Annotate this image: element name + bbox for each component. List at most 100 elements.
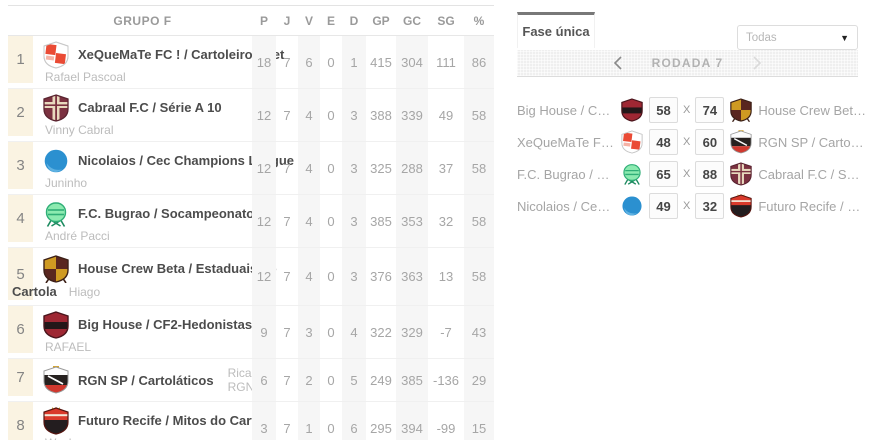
- team-name-line2[interactable]: Cartola: [12, 283, 57, 299]
- team-name[interactable]: Nicolaios / Cec Champions League: [78, 153, 294, 168]
- rgnsp-badge-icon: [730, 130, 752, 154]
- stat-cell: 7: [283, 420, 291, 436]
- table-header: GRUPO F P J V E D GP GC SG %: [8, 5, 494, 36]
- team-cell: RGN SP / Cartoláticos Ricardo RGN: [33, 359, 269, 401]
- manager-name: André Pacci: [45, 228, 110, 243]
- stat-cell: 86: [464, 36, 494, 88]
- chevron-right-icon[interactable]: [753, 56, 762, 70]
- away-score: 60: [695, 129, 725, 155]
- round-label: RODADA 7: [651, 56, 724, 70]
- stat-cell: -136: [432, 372, 460, 388]
- chevron-left-icon[interactable]: [613, 56, 622, 70]
- position-number: 1: [16, 51, 25, 68]
- match-row: Big House / CF2-Hedonistas 58 X 74 House…: [517, 94, 866, 126]
- position-cell: 2: [8, 89, 33, 136]
- home-team-name[interactable]: Nicolaios / Cec Champions League: [517, 198, 615, 214]
- cabraal-badge-icon: [43, 94, 69, 122]
- housecrew-badge-icon: [43, 255, 69, 283]
- team-name[interactable]: XeQueMaTe FC ! / Cartoleiros.Net: [78, 47, 285, 62]
- group-title: GRUPO F: [113, 13, 172, 28]
- round-filter-select[interactable]: Todas ▼: [737, 25, 858, 50]
- position-cell: 5: [8, 248, 33, 300]
- stat-cell: 385: [396, 359, 428, 401]
- stat-cell: 58: [464, 89, 494, 141]
- match-list: Big House / CF2-Hedonistas 58 X 74 House…: [517, 94, 866, 222]
- stat-cell: 353: [396, 195, 428, 247]
- stat-cell: 12: [252, 248, 276, 305]
- round-filter-value: Todas: [746, 31, 777, 44]
- stat-cell: 7: [283, 269, 291, 284]
- stat-cell: 12: [252, 195, 276, 247]
- away-team-name[interactable]: RGN SP / Cartoláticos: [758, 134, 867, 150]
- stat-cell: 1: [342, 36, 366, 88]
- manager-name: Wesley: [45, 436, 84, 440]
- table-row: 5 House Crew Beta / Estaduais do Cartola…: [8, 248, 494, 306]
- score-separator: X: [683, 136, 691, 148]
- table-row: 3 Nicolaios / Cec Champions League Junin…: [8, 142, 494, 195]
- stat-cell: 18: [252, 36, 276, 88]
- col-header-p: P: [259, 13, 268, 28]
- team-name[interactable]: RGN SP / Cartoláticos: [78, 372, 214, 388]
- away-team-name[interactable]: House Crew Beta / Estaduais do Cartola: [758, 102, 866, 118]
- stat-cell: 7: [283, 160, 291, 176]
- stat-cell: 4: [342, 306, 366, 358]
- team-cell: House Crew Beta / Estaduais do Cartola Hi…: [12, 248, 277, 305]
- home-score: 48: [649, 129, 678, 155]
- stat-cell: 0: [327, 54, 335, 70]
- team-name[interactable]: House Crew Beta / Estaduais do: [78, 261, 277, 276]
- position-cell: 6: [8, 306, 33, 353]
- position-cell: 4: [8, 195, 33, 242]
- stat-cell: 295: [370, 420, 392, 436]
- stat-cell: 394: [396, 402, 428, 440]
- team-cell: F.C. Bugrao / Socampeonatos André Pacci: [33, 195, 261, 247]
- stat-cell: 37: [438, 160, 454, 176]
- position-number: 6: [16, 321, 25, 338]
- stat-cell: 0: [327, 420, 335, 436]
- away-team-name[interactable]: Cabraal F.C / Série A 10: [758, 166, 867, 182]
- team-cell: Cabraal F.C / Série A 10 Vinny Cabral: [33, 89, 252, 141]
- stat-cell: 7: [283, 107, 291, 123]
- away-team-name[interactable]: Futuro Recife / Mitos do Cartola: [758, 198, 866, 214]
- col-header-v: V: [304, 13, 313, 28]
- home-team-name[interactable]: F.C. Bugrao / Socampeonatos: [517, 166, 615, 182]
- stat-cell: 12: [252, 89, 276, 141]
- table-row: 4 F.C. Bugrao / Socampeonatos André Pacc…: [8, 195, 494, 248]
- table-row: 1 XeQueMaTe FC ! / Cartoleiros.Net Rafae…: [8, 36, 494, 89]
- col-header-d: D: [349, 13, 359, 28]
- stat-cell: 0: [327, 213, 335, 229]
- score-separator: X: [683, 168, 691, 180]
- team-name[interactable]: Big House / CF2-Hedonistas: [78, 317, 253, 332]
- match-row: F.C. Bugrao / Socampeonatos 65 X 88 Cabr…: [517, 158, 866, 190]
- table-row: 2 Cabraal F.C / Série A 10 Vinny Cabral …: [8, 89, 494, 142]
- stat-cell: 58: [464, 248, 494, 305]
- match-row: XeQueMaTe FC ! / Cartoleiros.Net 48 X 60…: [517, 126, 866, 158]
- team-name[interactable]: Futuro Recife / Mitos do Cartola: [78, 413, 275, 428]
- stat-cell: 6: [252, 359, 276, 401]
- dropdown-caret-icon: ▼: [840, 32, 849, 43]
- stat-cell: 32: [438, 213, 454, 229]
- home-team-name[interactable]: Big House / CF2-Hedonistas: [517, 102, 615, 118]
- stat-cell: 15: [464, 402, 494, 440]
- futurorecife-badge-icon: [730, 194, 752, 218]
- position-cell: 8: [8, 402, 33, 440]
- col-header-gc: GC: [403, 13, 421, 28]
- home-team-name[interactable]: XeQueMaTe FC ! / Cartoleiros.Net: [517, 134, 615, 150]
- table-row: 7 RGN SP / Cartoláticos Ricardo RGN 6 7 …: [8, 359, 494, 402]
- team-cell: Futuro Recife / Mitos do Cartola Wesley: [33, 402, 274, 440]
- stat-cell: 58: [464, 142, 494, 194]
- tab-fase-unica[interactable]: Fase única: [517, 12, 595, 48]
- stat-cell: 3: [252, 402, 276, 440]
- col-header-j: J: [283, 13, 291, 28]
- position-cell: 3: [8, 142, 33, 189]
- away-score: 74: [695, 97, 725, 123]
- team-cell: XeQueMaTe FC ! / Cartoleiros.Net Rafael …: [33, 36, 284, 88]
- team-name[interactable]: Cabraal F.C / Série A 10: [78, 100, 222, 115]
- stat-cell: 415: [370, 54, 392, 70]
- table-row: 6 Big House / CF2-Hedonistas RAFAEL 9 7 …: [8, 306, 494, 359]
- home-score: 49: [649, 193, 678, 219]
- team-name[interactable]: F.C. Bugrao / Socampeonatos: [78, 206, 262, 221]
- position-number: 7: [16, 369, 25, 386]
- stat-cell: 111: [436, 54, 456, 70]
- stat-cell: 1: [298, 402, 320, 440]
